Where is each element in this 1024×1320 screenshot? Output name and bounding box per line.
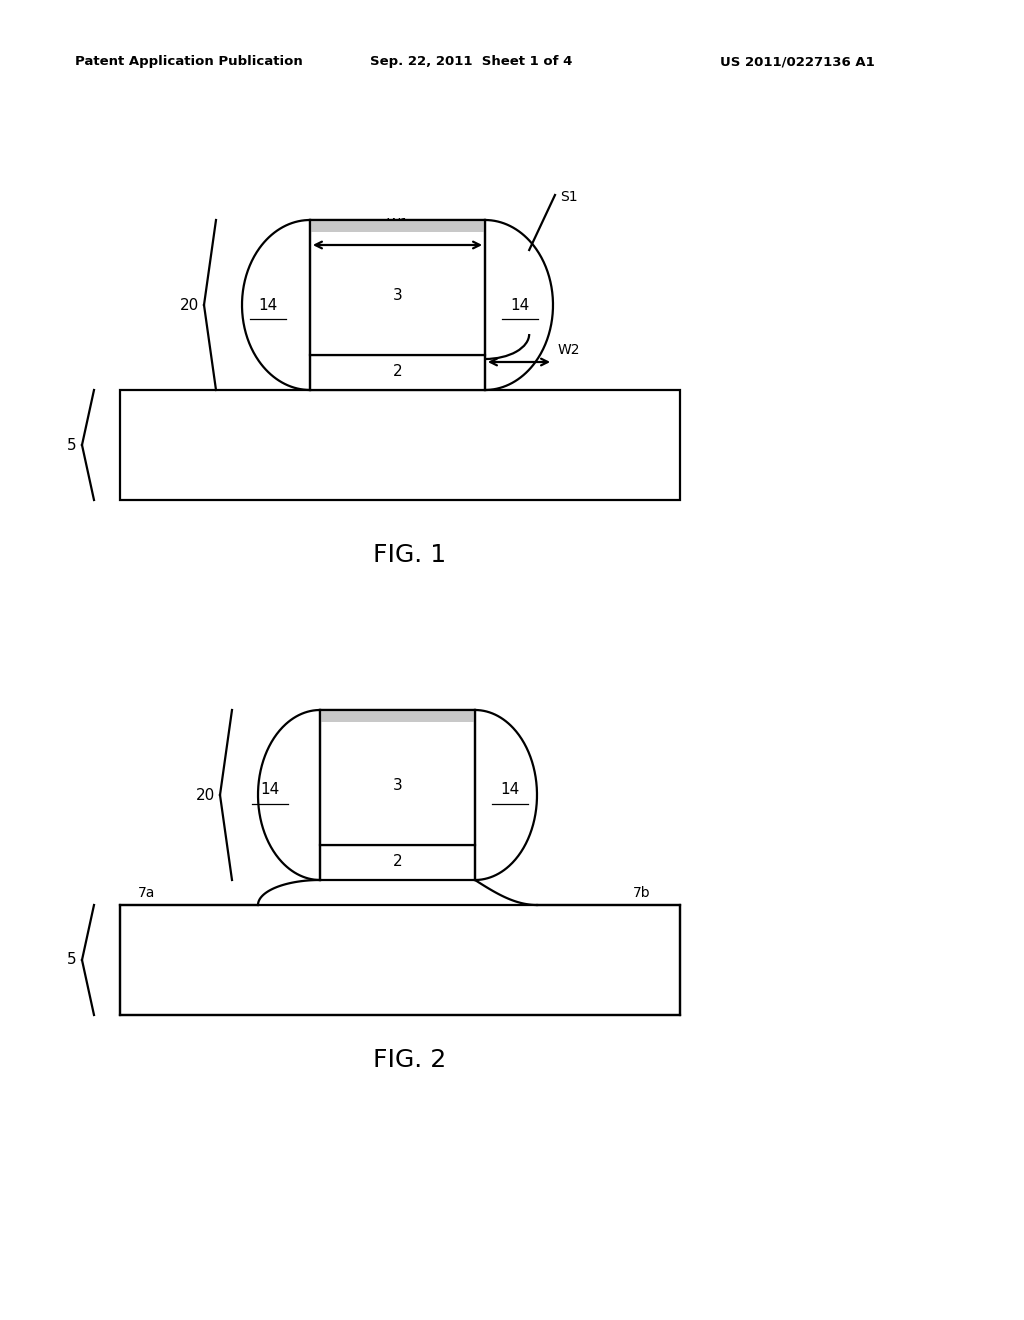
Text: 14: 14: [260, 783, 280, 797]
Bar: [310, 355, 485, 389]
Bar: [310, 220, 485, 355]
Text: 14: 14: [501, 783, 519, 797]
Text: US 2011/0227136 A1: US 2011/0227136 A1: [720, 55, 874, 69]
Text: 3: 3: [393, 288, 402, 302]
Text: 5: 5: [68, 437, 77, 453]
Bar: [319, 710, 475, 722]
Text: 2: 2: [393, 854, 402, 870]
Text: 3: 3: [393, 777, 402, 792]
Text: Patent Application Publication: Patent Application Publication: [75, 55, 303, 69]
Text: W1: W1: [386, 216, 409, 231]
Bar: [120, 906, 680, 1015]
Text: 14: 14: [258, 297, 278, 313]
Text: FIG. 1: FIG. 1: [374, 543, 446, 568]
Bar: [310, 220, 485, 232]
Text: 7b: 7b: [633, 886, 650, 900]
Text: 5: 5: [68, 953, 77, 968]
Text: 20: 20: [180, 297, 199, 313]
Text: S1: S1: [560, 190, 578, 205]
Bar: [120, 389, 680, 500]
Text: W2: W2: [558, 343, 581, 356]
Text: 2: 2: [393, 364, 402, 380]
Bar: [319, 845, 475, 880]
Text: FIG. 2: FIG. 2: [374, 1048, 446, 1072]
Text: 14: 14: [510, 297, 529, 313]
Bar: [319, 710, 475, 845]
Text: 20: 20: [196, 788, 215, 803]
Text: 7a: 7a: [138, 886, 156, 900]
Text: Sep. 22, 2011  Sheet 1 of 4: Sep. 22, 2011 Sheet 1 of 4: [370, 55, 572, 69]
